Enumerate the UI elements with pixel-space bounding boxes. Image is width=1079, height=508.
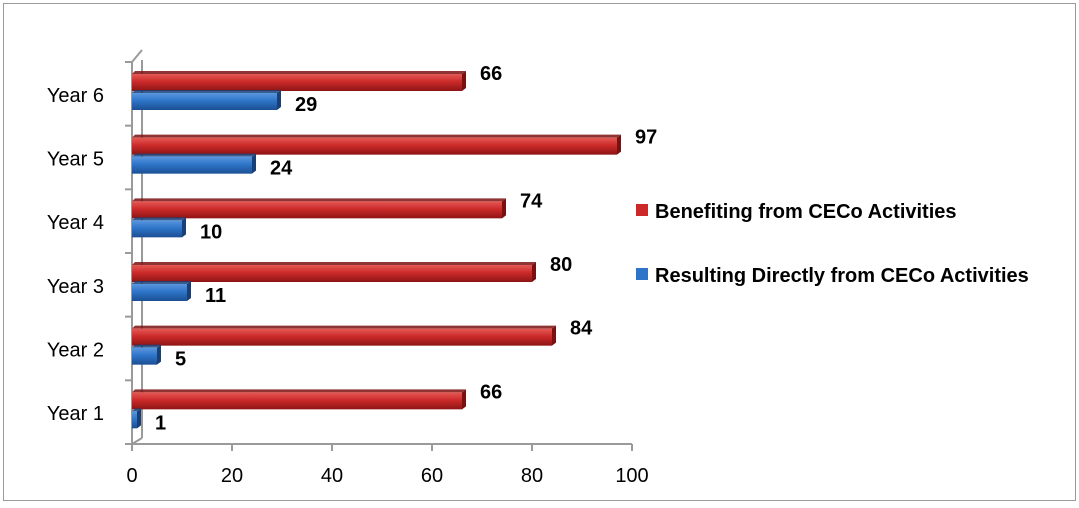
legend-item: Benefiting from CECo Activities xyxy=(636,201,957,223)
bar xyxy=(132,262,536,282)
bar-front-face xyxy=(132,156,252,174)
bar xyxy=(132,134,621,155)
bar-top-face xyxy=(132,217,186,221)
bar-top-face xyxy=(132,90,281,93)
legend-label: Resulting Directly from CECo Activities xyxy=(655,265,1029,287)
y-tick-label: Year 6 xyxy=(47,85,104,107)
bars xyxy=(132,71,621,429)
data-label: 10 xyxy=(200,221,222,243)
bar-top-face xyxy=(132,262,536,265)
y-tick-label: Year 3 xyxy=(47,276,104,298)
y-tick-label: Year 1 xyxy=(47,403,104,425)
bar-top-face xyxy=(132,408,141,412)
bar-top-face xyxy=(132,325,556,329)
data-label: 11 xyxy=(205,285,226,307)
bar xyxy=(132,71,466,91)
bar xyxy=(132,153,256,174)
bar-end-face xyxy=(462,71,466,91)
bar-front-face xyxy=(132,392,462,410)
bar-front-face xyxy=(132,137,617,155)
data-label: 5 xyxy=(175,349,186,371)
legend-label: Benefiting from CECo Activities xyxy=(655,201,957,223)
x-tick-label: 40 xyxy=(321,465,343,487)
bar-front-face xyxy=(132,265,532,282)
bar-front-face xyxy=(132,284,187,301)
data-label: 29 xyxy=(295,94,317,116)
bar-end-face xyxy=(617,134,621,155)
bar xyxy=(132,281,191,301)
bar-front-face xyxy=(132,201,502,219)
x-tick-label: 100 xyxy=(615,465,648,487)
bar xyxy=(132,325,556,346)
labels: 0 20 40 60 80 100 66 1 Year 1 84 5 Year 2 80 11 Year 3… xyxy=(47,63,657,487)
y-tick-label: Year 2 xyxy=(47,340,104,362)
axis-depth-top xyxy=(131,49,143,63)
bar-top-face xyxy=(132,198,506,202)
bar-end-face xyxy=(252,153,256,174)
data-label: 66 xyxy=(480,63,502,85)
bar xyxy=(132,408,141,429)
bar-front-face xyxy=(132,328,552,346)
legend-item: Resulting Directly from CECo Activities xyxy=(636,265,1029,287)
bar-front-face xyxy=(132,93,277,110)
x-tick-label: 80 xyxy=(521,465,543,487)
data-label: 80 xyxy=(550,254,572,276)
bar xyxy=(132,90,281,110)
chart-frame: 0 20 40 60 80 100 66 1 Year 1 84 5 Year 2 80 11 Year 3… xyxy=(3,3,1076,501)
bar-top-face xyxy=(132,281,191,284)
bar-top-face xyxy=(132,389,466,393)
x-tick-label: 0 xyxy=(126,465,137,487)
bar-end-face xyxy=(137,408,141,429)
data-label: 1 xyxy=(155,412,166,434)
legend-swatch xyxy=(636,268,648,280)
bar-front-face xyxy=(132,74,462,91)
data-label: 74 xyxy=(520,190,543,212)
bar xyxy=(132,389,466,410)
axes xyxy=(125,49,633,451)
bar-front-face xyxy=(132,220,182,238)
bar-end-face xyxy=(277,90,281,110)
bar-top-face xyxy=(132,134,621,138)
bar-chart: 0 20 40 60 80 100 66 1 Year 1 84 5 Year 2 80 11 Year 3… xyxy=(47,49,1029,487)
y-tick-label: Year 5 xyxy=(47,149,104,171)
bar-end-face xyxy=(502,198,506,219)
bar-end-face xyxy=(157,344,161,365)
bar-end-face xyxy=(182,217,186,238)
bar-top-face xyxy=(132,344,161,348)
legend: Benefiting from CECo Activities Resulting… xyxy=(636,201,1029,287)
bar xyxy=(132,198,506,219)
bar-end-face xyxy=(462,389,466,410)
bar-front-face xyxy=(132,411,137,429)
bar-end-face xyxy=(552,325,556,346)
bar-front-face xyxy=(132,347,157,365)
legend-swatch xyxy=(636,204,648,216)
bar-top-face xyxy=(132,153,256,157)
data-label: 97 xyxy=(635,127,657,149)
data-label: 66 xyxy=(480,381,502,403)
bar-top-face xyxy=(132,71,466,74)
y-tick-label: Year 4 xyxy=(47,212,104,234)
data-label: 24 xyxy=(270,158,293,180)
bar-end-face xyxy=(532,262,536,282)
bar xyxy=(132,217,186,238)
data-label: 84 xyxy=(570,318,593,340)
bar-end-face xyxy=(187,281,191,301)
x-tick-label: 20 xyxy=(221,465,243,487)
x-tick-label: 60 xyxy=(421,465,443,487)
bar xyxy=(132,344,161,365)
